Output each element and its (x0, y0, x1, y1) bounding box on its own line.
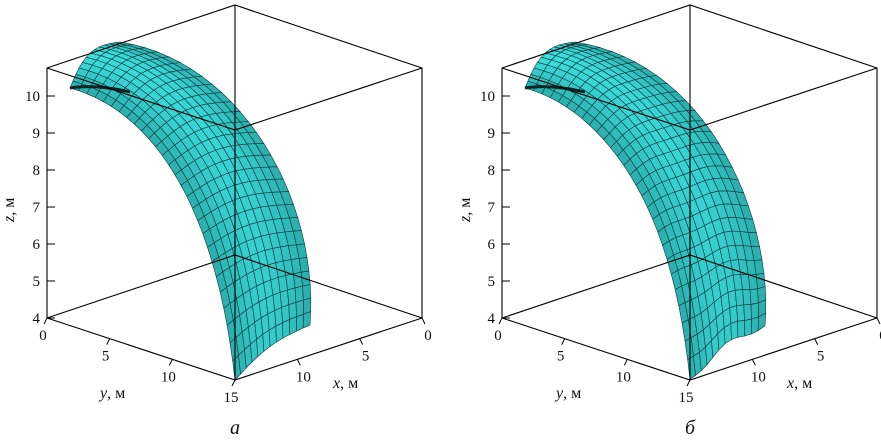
x-tick-mark (421, 317, 426, 325)
y-tick-label: 5 (102, 349, 110, 365)
z-tick-label: 10 (25, 89, 40, 105)
y-tick-label: 10 (616, 369, 631, 385)
x-tick-mark (359, 338, 364, 345)
y-tick-mark (561, 338, 566, 345)
caption-b: б (685, 417, 696, 439)
surface-patch (298, 257, 310, 273)
y-tick-label: 0 (39, 328, 47, 344)
surface-patch (302, 284, 312, 301)
y-ticks-b: 0 5 10 15 (494, 317, 694, 406)
z-tick-label: 6 (33, 237, 41, 253)
surface-patch (287, 287, 297, 306)
surface-patch (750, 302, 759, 320)
y-axis-label-a: y, м (98, 385, 125, 402)
surface-rim (524, 85, 586, 94)
z-tick-label: 5 (33, 274, 41, 290)
surface-patch (730, 320, 739, 340)
z-tick-label: 8 (488, 163, 496, 179)
z-tick-label: 7 (488, 200, 496, 216)
surface-patch (750, 316, 759, 335)
z-axis-label-a: z, м (1, 198, 18, 223)
surface-patch (294, 285, 304, 303)
y-tick-label: 0 (494, 328, 502, 344)
surface-patch (749, 288, 759, 305)
y-ticks-a: 0 5 10 15 (39, 317, 239, 406)
y-tick-label: 15 (224, 390, 239, 406)
y-tick-mark (231, 379, 236, 387)
surface-patch (736, 304, 745, 322)
surface-patch (275, 322, 284, 343)
surface-patch (289, 316, 297, 335)
z-ticks-a: 4 5 6 7 8 9 10 (25, 89, 55, 327)
surface-patch (729, 305, 738, 324)
x-tick-mark (296, 359, 301, 366)
x-tick-label: 0 (879, 328, 881, 344)
z-tick-label: 6 (488, 237, 496, 253)
x-tick-label: 10 (751, 369, 766, 385)
z-tick-label: 4 (33, 311, 41, 327)
y-tick-label: 5 (557, 349, 565, 365)
surface-patch (757, 312, 767, 332)
z-tick-label: 9 (33, 126, 41, 142)
x-tick-mark (876, 317, 881, 325)
surface-b (524, 41, 767, 380)
surface-patch (753, 259, 765, 276)
y-tick-mark (43, 317, 48, 325)
surface-rim (69, 85, 131, 94)
surface-patch (737, 320, 745, 338)
y-tick-mark (498, 317, 503, 325)
z-tick-label: 10 (480, 89, 495, 105)
y-tick-label: 10 (161, 369, 176, 385)
x-tick-label: 5 (362, 349, 370, 365)
x-tick-label: 5 (817, 349, 825, 365)
z-axis-label-b: z, м (457, 198, 474, 223)
x-axis-label-b: x, м (786, 375, 812, 392)
caption-a: а (230, 417, 240, 439)
z-tick-label: 5 (488, 274, 496, 290)
y-tick-label: 15 (679, 390, 694, 406)
surface-patch (282, 319, 290, 339)
z-tick-label: 9 (488, 126, 496, 142)
z-tick-label: 4 (488, 311, 496, 327)
x-tick-label: 0 (424, 328, 432, 344)
panel-b: 4 5 6 7 8 9 10 0 5 10 15 10 5 0 z, м y, м x, м б (457, 4, 881, 439)
y-tick-mark (168, 359, 173, 366)
surface-patch (743, 304, 752, 321)
x-tick-mark (814, 338, 819, 345)
surface-patch (744, 318, 752, 337)
x-ticks-b: 10 5 0 (751, 317, 881, 385)
z-ticks-b: 4 5 6 7 8 9 10 (480, 89, 510, 327)
surface-patch (742, 289, 752, 306)
panel-a: 4 5 6 7 8 9 10 0 5 10 15 10 5 0 z, м y, м x, м а (1, 4, 432, 439)
x-axis-label-a: x, м (332, 375, 358, 392)
surface-a (69, 41, 312, 381)
surface-patch (755, 272, 766, 290)
surface-patch (268, 325, 277, 348)
surface-patch (295, 313, 304, 332)
z-tick-label: 7 (33, 200, 41, 216)
y-tick-mark (106, 338, 111, 345)
x-tick-label: 10 (296, 369, 311, 385)
y-tick-mark (686, 379, 691, 387)
x-tick-mark (751, 359, 756, 366)
x-ticks-a: 10 5 0 (296, 317, 432, 385)
z-tick-label: 8 (33, 163, 41, 179)
surface-patch (302, 311, 312, 329)
y-axis-label-b: y, м (554, 385, 581, 402)
y-tick-mark (623, 359, 628, 366)
